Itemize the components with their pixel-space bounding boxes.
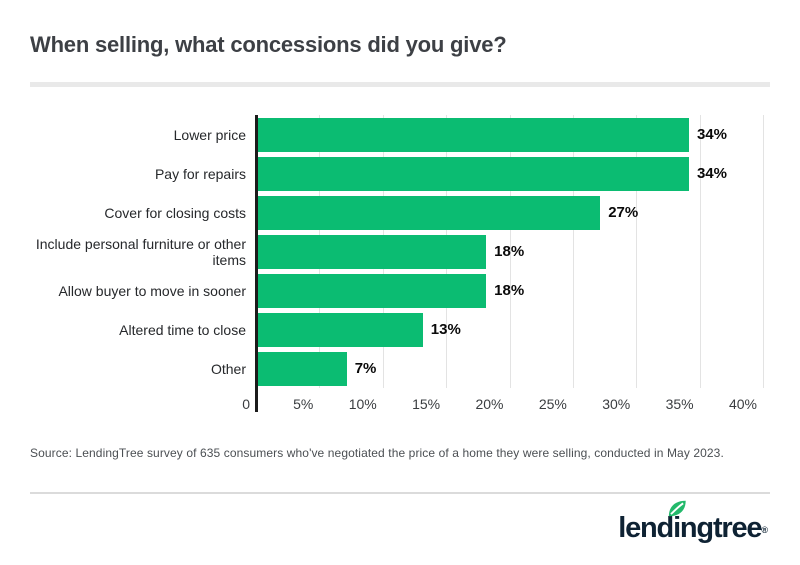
top-divider (30, 82, 770, 87)
bar-row: Altered time to close 13% (30, 310, 770, 349)
bar (258, 312, 423, 347)
bar-row: Cover for closing costs 27% (30, 193, 770, 232)
bar-row: Other 7% (30, 349, 770, 388)
bar-cell: 34% (256, 154, 770, 193)
logo-letter-i: i (668, 500, 686, 546)
gridline (509, 115, 511, 388)
gridline (699, 115, 701, 388)
bar-chart: Lower price 34% Pay for repairs 34% Cover fo… (30, 115, 770, 415)
x-tick-label: 30% (602, 396, 631, 412)
value-label: 18% (494, 243, 525, 260)
bar-cell: 27% (256, 193, 770, 232)
bar (258, 234, 487, 269)
chart-rows: Lower price 34% Pay for repairs 34% Cover fo… (30, 115, 770, 388)
category-label: Altered time to close (119, 321, 246, 338)
value-label: 27% (608, 204, 639, 221)
bottom-divider (30, 492, 770, 494)
bar (258, 195, 601, 230)
x-tick-label: 15% (412, 396, 441, 412)
bar-row: Include personal furniture or other item… (30, 232, 770, 271)
bar-cell: 18% (256, 271, 770, 310)
page-title: When selling, what concessions did you g… (30, 32, 507, 57)
category-label: Pay for repairs (154, 165, 246, 182)
bar (258, 156, 689, 191)
category-label: Cover for closing costs (104, 204, 246, 221)
bar-cell: 18% (256, 232, 770, 271)
logo-text-part2: i (673, 512, 681, 544)
x-tick-label: 25% (538, 396, 567, 412)
value-label: 13% (430, 321, 461, 338)
x-tick-label: 0 (242, 396, 250, 412)
bar-cell: 13% (256, 310, 770, 349)
x-tick-label: 10% (348, 396, 377, 412)
bar-cell: 34% (256, 115, 770, 154)
bar-cell: 7% (256, 349, 770, 388)
leaf-icon (668, 500, 686, 517)
value-label: 34% (696, 126, 727, 143)
x-tick-label: 20% (475, 396, 504, 412)
bar (258, 273, 487, 308)
category-label: Other (210, 360, 246, 377)
bar-row: Allow buyer to move in sooner 18% (30, 271, 770, 310)
x-tick-label: 40% (728, 396, 757, 412)
value-label: 18% (494, 282, 525, 299)
category-label: Allow buyer to move in sooner (58, 282, 246, 299)
value-label: 7% (354, 360, 377, 377)
gridline (763, 115, 764, 388)
value-label: 34% (696, 165, 727, 182)
logo-text-part1: lend (618, 512, 674, 544)
bar-row: Pay for repairs 34% (30, 154, 770, 193)
category-label: Include personal furniture or other item… (35, 235, 246, 268)
category-label: Lower price (173, 126, 246, 143)
logo-wordmark: lend ingtree® (618, 500, 768, 546)
x-tick-label: 5% (293, 396, 314, 412)
lendingtree-logo: lend ingtree® (618, 500, 768, 546)
x-tick-label: 35% (665, 396, 694, 412)
y-axis-line (255, 115, 258, 412)
gridline (636, 115, 638, 388)
bar (258, 351, 347, 386)
bar (258, 117, 689, 152)
logo-text-part3: ngtree (679, 512, 763, 544)
source-note: Source: LendingTree survey of 635 consum… (30, 446, 724, 460)
registered-mark: ® (761, 525, 768, 535)
bar-row: Lower price 34% (30, 115, 770, 154)
gridline (572, 115, 574, 388)
